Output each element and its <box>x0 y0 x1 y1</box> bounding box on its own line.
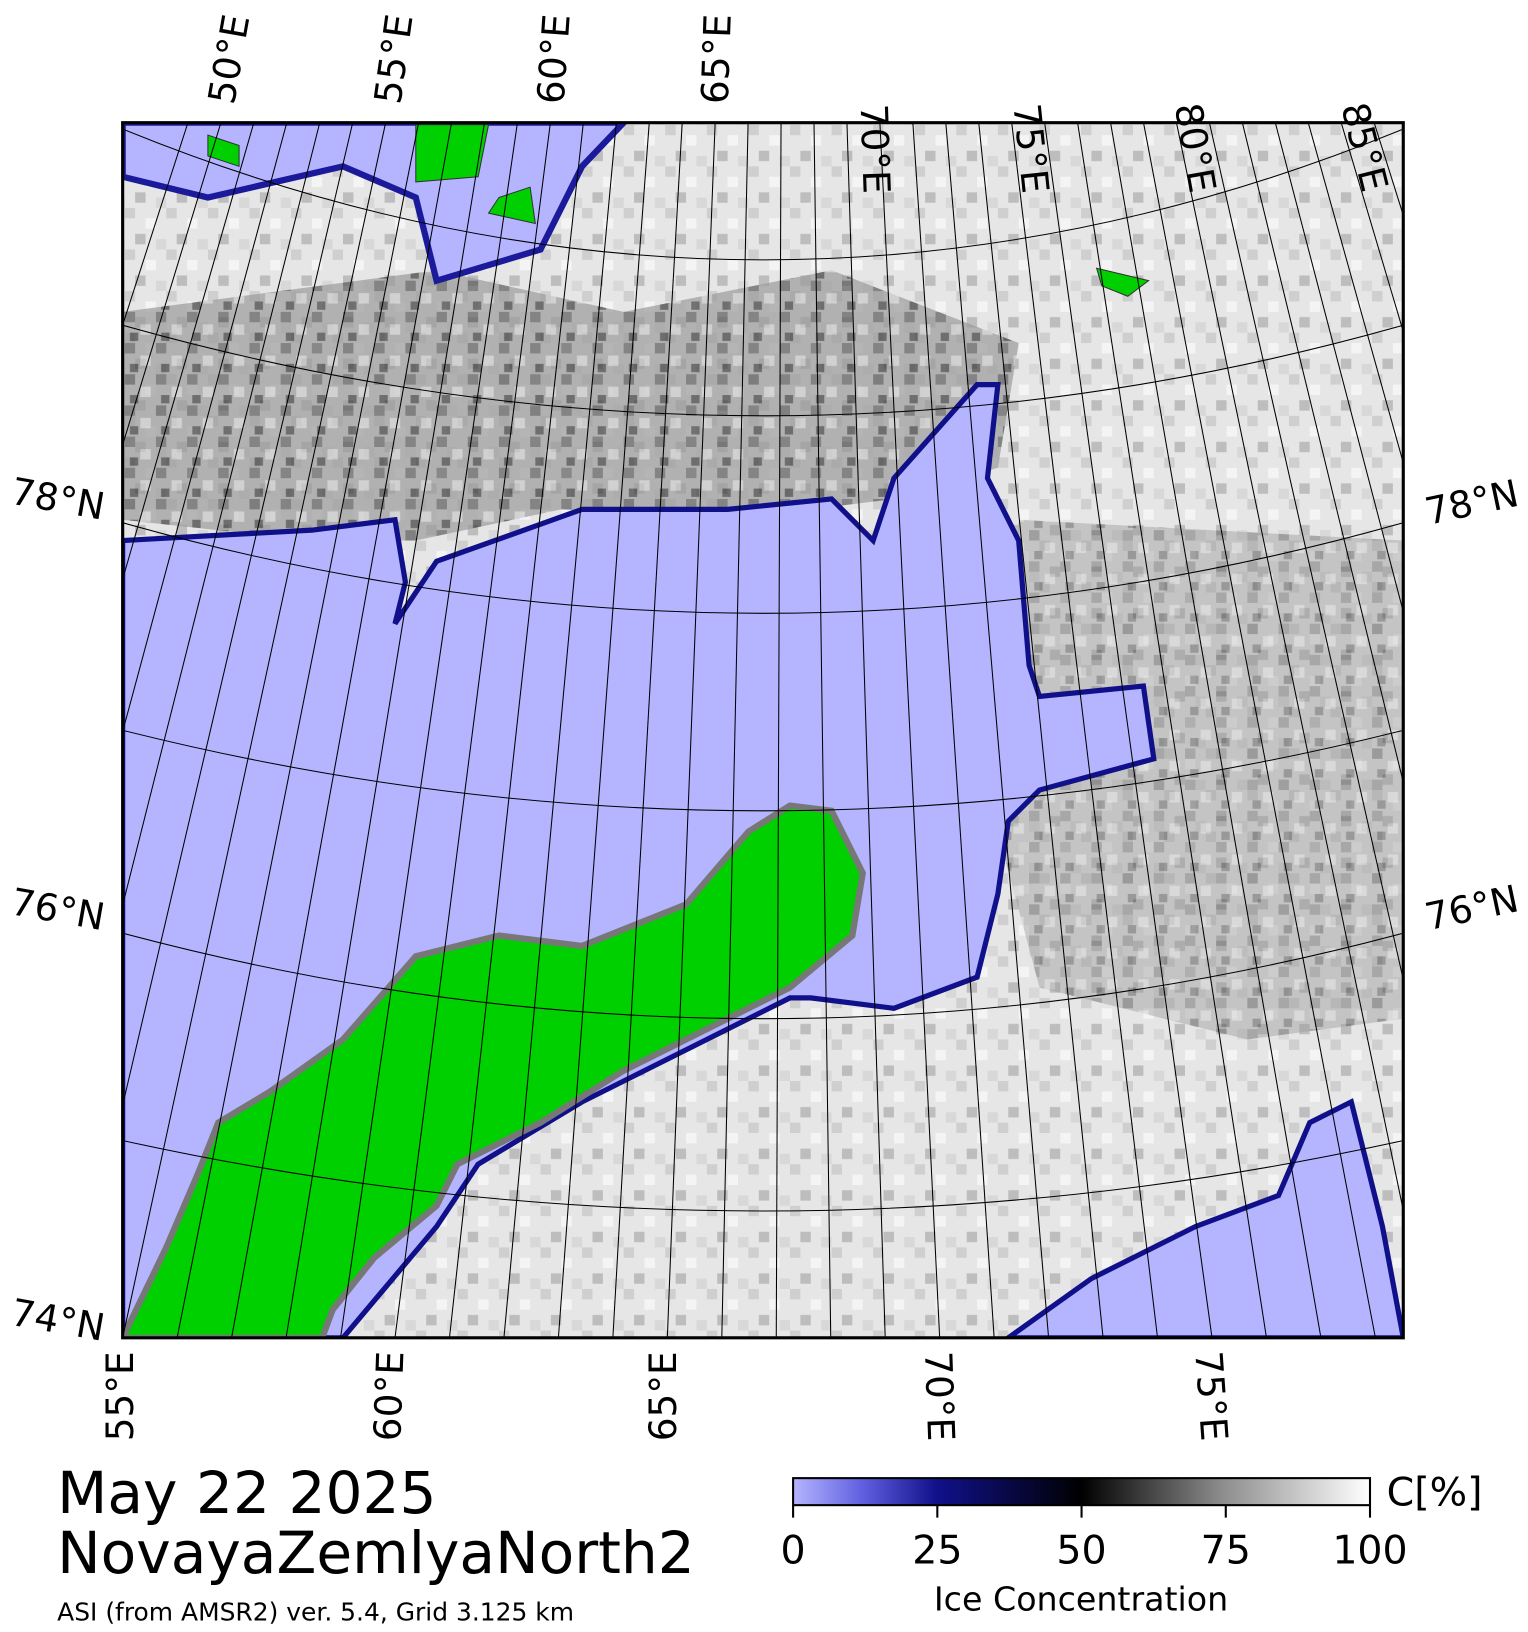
meridian <box>122 122 387 1338</box>
meridian <box>503 122 617 1338</box>
coordinate-label: 74°N <box>8 1290 109 1350</box>
colorbar-tick-label: 75 <box>1201 1527 1251 1573</box>
meridian <box>813 122 832 1338</box>
parallel <box>122 128 1404 261</box>
parallel <box>122 1139 1404 1212</box>
parallel <box>122 324 1404 417</box>
parallel <box>122 522 1404 614</box>
coordinate-label: 65°E <box>693 13 740 104</box>
meridian <box>1011 122 1159 1338</box>
meridian <box>1175 122 1404 1213</box>
graticule <box>122 122 1404 1338</box>
meridian <box>1044 122 1213 1338</box>
meridian <box>448 122 584 1338</box>
meridian <box>1208 122 1404 982</box>
meridian <box>340 122 518 1338</box>
coordinate-label: 76°N <box>1421 876 1522 939</box>
map-area <box>122 122 1404 1338</box>
meridian <box>945 122 1050 1338</box>
meridian <box>612 122 683 1338</box>
meridian <box>1110 122 1322 1338</box>
meridian <box>122 122 354 1108</box>
parallel <box>122 729 1404 812</box>
meridian <box>176 122 420 1338</box>
colorbar-tick-label: 50 <box>1056 1527 1106 1573</box>
meridian <box>721 122 749 1338</box>
colorbar-unit: C[%] <box>1387 1469 1483 1515</box>
coordinate-label: 70°E <box>916 1350 963 1441</box>
coordinate-label: 50°E <box>199 11 258 107</box>
meridian <box>1142 122 1376 1338</box>
colorbar-label: Ice Concentration <box>934 1579 1228 1618</box>
meridian <box>879 122 941 1338</box>
parallel <box>122 932 1404 1020</box>
meridian <box>1307 122 1404 465</box>
open-water <box>122 122 628 285</box>
coordinate-label: 60°E <box>365 1350 412 1441</box>
coordinate-label: 78°N <box>1421 471 1522 534</box>
coordinate-label: 55°E <box>366 12 422 107</box>
meridian <box>912 122 995 1338</box>
meridian <box>285 122 486 1338</box>
meridian <box>122 122 255 582</box>
coordinate-label: 60°E <box>529 13 579 106</box>
coordinate-label: 75°E <box>1186 1350 1236 1443</box>
meridian <box>122 122 321 908</box>
colorbar-tick-label: 100 <box>1332 1527 1407 1573</box>
meridian <box>231 122 453 1338</box>
meridian <box>775 122 782 1338</box>
coordinate-label: 78°N <box>8 469 109 529</box>
coordinate-label: 55°E <box>98 1351 142 1441</box>
meridian <box>394 122 551 1338</box>
coordinate-label: 75°E <box>1004 101 1057 195</box>
colorbar-tick-label: 25 <box>912 1527 962 1573</box>
source: ASI (from AMSR2) ver. 5.4, Grid 3.125 km <box>57 1597 574 1626</box>
colorbar-tick-label: 0 <box>781 1527 806 1573</box>
colorbar <box>792 1477 1372 1507</box>
meridian <box>1340 122 1404 334</box>
dense-ice <box>122 270 1019 541</box>
region-name: NovayaZemlyaNorth2 <box>57 1519 695 1587</box>
map-frame <box>121 121 1405 1340</box>
meridian <box>557 122 650 1338</box>
colorbar-ticks: 0 25 50 75 100 <box>781 1505 1408 1573</box>
date: May 22 2025 <box>57 1459 436 1527</box>
meridian <box>1241 122 1404 785</box>
coordinate-label: 70°E <box>852 103 899 194</box>
meridian <box>1077 122 1267 1338</box>
meridian <box>1274 122 1404 614</box>
meridian <box>846 122 886 1338</box>
meridian <box>122 122 222 447</box>
meridian <box>978 122 1104 1338</box>
coordinate-label: 65°E <box>641 1351 685 1441</box>
meridian <box>666 122 716 1338</box>
coordinate-label: 76°N <box>8 879 109 939</box>
dense-ice <box>997 519 1404 1040</box>
